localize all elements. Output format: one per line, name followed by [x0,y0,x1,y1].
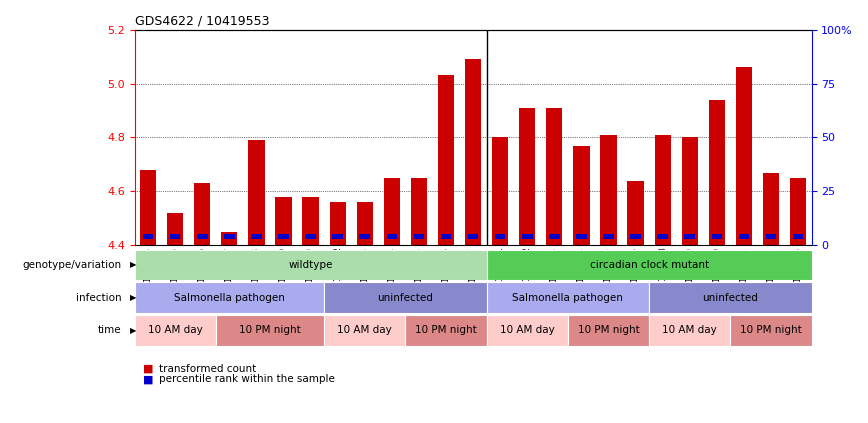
Bar [332,234,343,239]
Text: 10 PM night: 10 PM night [239,325,301,335]
Text: 10 PM night: 10 PM night [577,325,640,335]
Bar [657,234,667,239]
Text: Salmonella pathogen: Salmonella pathogen [174,293,285,302]
Bar [681,137,698,245]
Bar [628,181,644,245]
Bar [135,315,216,346]
Text: ■: ■ [143,364,154,374]
Bar [492,137,509,245]
Bar [792,234,803,239]
Bar [170,234,181,239]
Bar [414,234,424,239]
Bar [324,282,487,313]
Bar [573,146,589,245]
Text: transformed count: transformed count [159,364,256,374]
Text: ■: ■ [143,374,154,385]
Text: ▶: ▶ [130,261,136,269]
Bar [384,178,400,245]
Bar [357,202,373,245]
Text: 10 PM night: 10 PM night [415,325,477,335]
Bar [601,135,616,245]
Text: 10 AM day: 10 AM day [500,325,555,335]
Text: 10 AM day: 10 AM day [148,325,202,335]
Bar [279,234,289,239]
Bar [546,108,562,245]
Bar [495,234,505,239]
Bar [630,234,641,239]
Bar [324,315,405,346]
Bar [654,135,671,245]
Text: ▶: ▶ [130,326,136,335]
Bar [603,234,614,239]
Text: ▶: ▶ [130,293,136,302]
Text: percentile rank within the sample: percentile rank within the sample [159,374,335,385]
Bar [386,234,397,239]
Bar [522,234,532,239]
Bar [221,232,238,245]
Bar [685,234,695,239]
Bar [135,282,324,313]
Bar [730,315,812,346]
Bar [468,234,478,239]
Bar [487,282,649,313]
Text: 10 PM night: 10 PM night [740,325,802,335]
Bar [763,173,779,245]
Bar [649,282,812,313]
Bar [275,197,292,245]
Bar [302,197,319,245]
Bar [251,234,261,239]
Bar [576,234,587,239]
Bar [465,59,481,245]
Bar [736,67,752,245]
Text: 10 AM day: 10 AM day [338,325,392,335]
Bar [549,234,560,239]
Bar [167,213,183,245]
Bar [649,315,730,346]
Text: uninfected: uninfected [702,293,759,302]
Bar [306,234,316,239]
Bar [194,183,210,245]
Text: 10 AM day: 10 AM day [662,325,717,335]
Bar [405,315,487,346]
Text: uninfected: uninfected [378,293,433,302]
Bar [411,178,427,245]
Text: infection: infection [76,293,122,302]
Bar [224,234,234,239]
Bar [437,75,454,245]
Bar [766,234,776,239]
Text: GDS4622 / 10419553: GDS4622 / 10419553 [135,14,269,27]
Bar [739,234,749,239]
Text: genotype/variation: genotype/variation [23,260,122,270]
Bar [248,140,265,245]
Bar [708,100,725,245]
Bar [441,234,451,239]
Text: circadian clock mutant: circadian clock mutant [589,260,708,270]
Text: time: time [98,325,122,335]
Bar [330,202,345,245]
Bar [712,234,722,239]
Bar [790,178,806,245]
Bar [487,250,812,280]
Text: wildtype: wildtype [288,260,332,270]
Bar [519,108,536,245]
Bar [487,315,568,346]
Bar [135,250,487,280]
Bar [140,170,156,245]
Bar [359,234,370,239]
Bar [197,234,207,239]
Bar [568,315,649,346]
Bar [143,234,154,239]
Bar [216,315,324,346]
Text: Salmonella pathogen: Salmonella pathogen [512,293,623,302]
